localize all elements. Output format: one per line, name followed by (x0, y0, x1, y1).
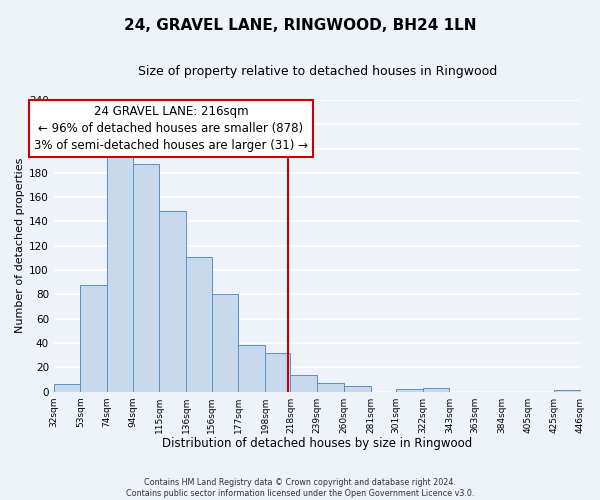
Bar (290, 374, 317, 392)
Bar (396, 389, 423, 392)
X-axis label: Distribution of detached houses by size in Ringwood: Distribution of detached houses by size … (162, 437, 472, 450)
Bar (133, 164, 160, 392)
Text: 24 GRAVEL LANE: 216sqm
← 96% of detached houses are smaller (878)
3% of semi-det: 24 GRAVEL LANE: 216sqm ← 96% of detached… (34, 105, 308, 152)
Bar (265, 352, 290, 392)
Bar (80, 284, 107, 392)
Bar (54, 384, 80, 392)
Bar (212, 294, 238, 392)
Bar (238, 346, 265, 392)
Bar (160, 210, 186, 392)
Text: 24, GRAVEL LANE, RINGWOOD, BH24 1LN: 24, GRAVEL LANE, RINGWOOD, BH24 1LN (124, 18, 476, 32)
Bar (344, 386, 371, 392)
Y-axis label: Number of detached properties: Number of detached properties (15, 158, 25, 334)
Bar (107, 154, 133, 392)
Bar (554, 390, 581, 392)
Text: Contains HM Land Registry data © Crown copyright and database right 2024.
Contai: Contains HM Land Registry data © Crown c… (126, 478, 474, 498)
Title: Size of property relative to detached houses in Ringwood: Size of property relative to detached ho… (137, 65, 497, 78)
Bar (186, 256, 212, 392)
Bar (423, 388, 449, 392)
Bar (317, 383, 344, 392)
